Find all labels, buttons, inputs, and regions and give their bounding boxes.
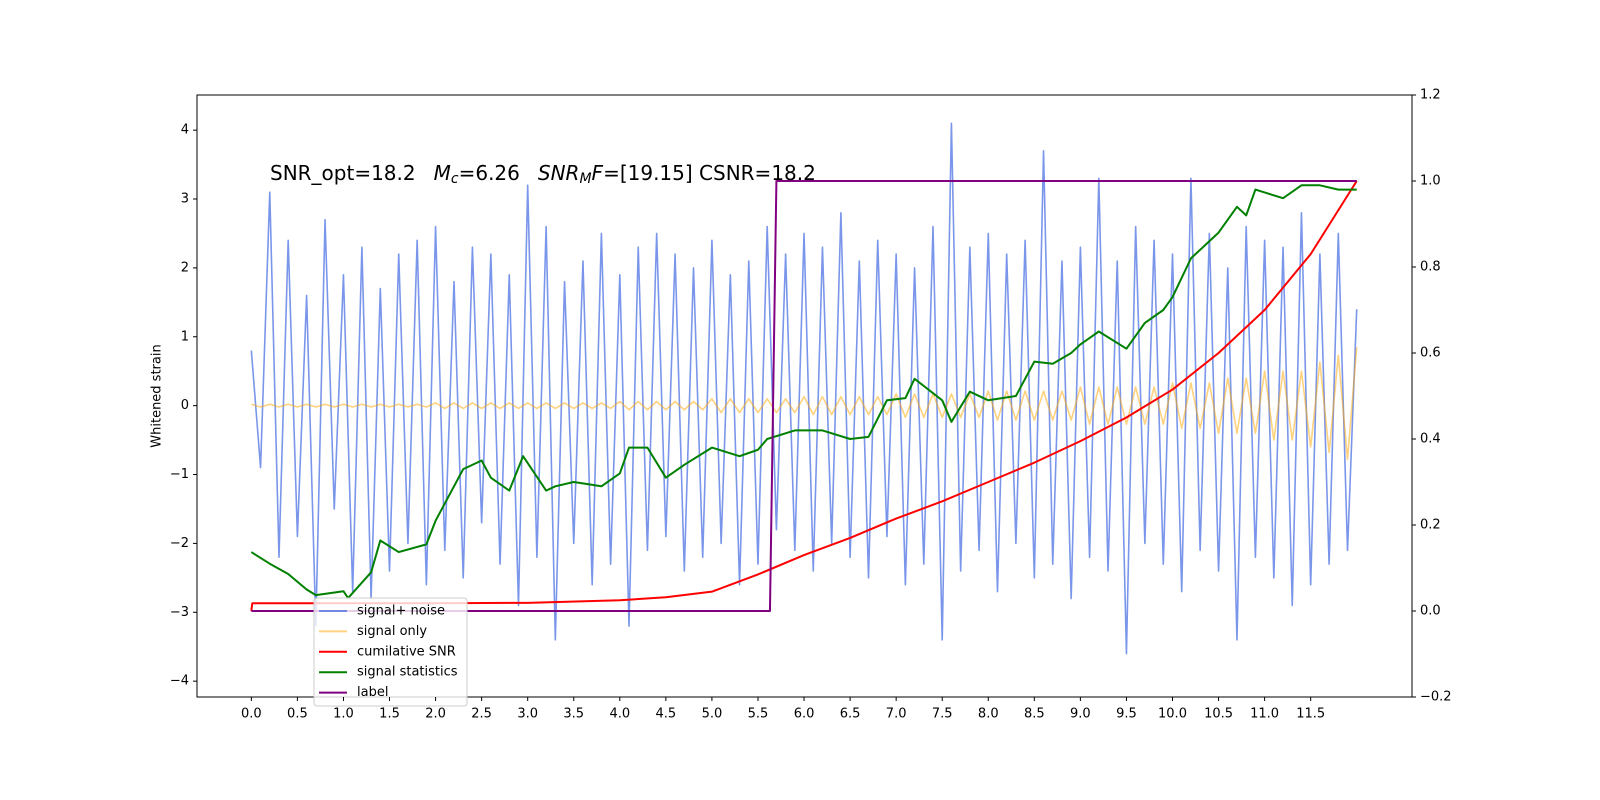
y2-tick-label: 0.2	[1420, 518, 1441, 533]
annotation-part: =[19.15] CSNR=18.2	[603, 161, 816, 185]
legend-label: cumilative SNR	[357, 644, 456, 659]
x-tick-label: 4.0	[609, 707, 630, 722]
legend-label: label	[357, 685, 388, 700]
annotation-part: SNR	[538, 161, 580, 185]
plot-area	[250, 122, 1358, 655]
x-tick-label: 1.5	[379, 707, 400, 722]
y2-tick-label: 1.2	[1420, 88, 1441, 103]
x-tick-label: 0.0	[241, 707, 262, 722]
y-axis-label: Whitened strain	[150, 344, 165, 447]
series-line	[250, 122, 1358, 655]
x-tick-label: 8.0	[978, 707, 999, 722]
x-tick-label: 5.5	[748, 707, 769, 722]
y2-tick-label: 0.8	[1420, 260, 1441, 275]
annotation-part: =6.26	[459, 161, 520, 185]
annotation: SNR_opt=18.2 Mc=6.26 SNRMF=[19.15] CSNR=18…	[270, 161, 816, 188]
y-tick-label: −3	[170, 605, 189, 620]
y2-tick-label: −0.2	[1420, 690, 1452, 705]
x-tick-label: 9.0	[1070, 707, 1091, 722]
series-line	[251, 347, 1358, 461]
annotation-part: M	[434, 161, 451, 185]
x-tick-label: 6.0	[794, 707, 815, 722]
y-tick-label: 4	[181, 123, 189, 138]
y-tick-label: −2	[170, 536, 189, 551]
x-tick-label: 10.0	[1158, 707, 1187, 722]
y-tick-label: −1	[170, 467, 189, 482]
y2-tick-label: 0.6	[1420, 346, 1441, 361]
annotation-part: c	[451, 171, 459, 187]
series-line	[251, 180, 1357, 612]
x-tick-label: 3.5	[563, 707, 584, 722]
x-tick-label: 4.5	[656, 707, 677, 722]
y-tick-label: 0	[181, 398, 189, 413]
x-tick-label: 10.5	[1204, 707, 1233, 722]
legend: signal+ noise signal only cumilative SNR si…	[313, 597, 468, 707]
x-tick-label: 2.5	[471, 707, 492, 722]
legend-label: signal statistics	[357, 665, 458, 680]
x-tick-label: 1.0	[333, 707, 354, 722]
x-tick-label: 8.5	[1024, 707, 1045, 722]
annotation-part: SNR_opt=18.2	[270, 161, 416, 185]
x-tick-label: 11.0	[1250, 707, 1279, 722]
annotation-part: M	[579, 171, 591, 187]
series-line	[250, 184, 1357, 600]
x-tick-label: 6.5	[840, 707, 861, 722]
x-tick-label: 9.5	[1116, 707, 1137, 722]
legend-label: signal+ noise	[357, 604, 445, 619]
y2-tick-label: 1.0	[1420, 174, 1441, 189]
x-tick-label: 0.5	[287, 707, 308, 722]
x-tick-label: 7.0	[886, 707, 907, 722]
y2-tick-label: 0.0	[1420, 604, 1441, 619]
legend-label: signal only	[357, 624, 427, 639]
x-tick-label: 2.0	[425, 707, 446, 722]
legend-box	[313, 597, 468, 707]
y-tick-label: 2	[181, 260, 189, 275]
y-tick-label: −4	[170, 674, 189, 689]
x-tick-label: 7.5	[932, 707, 953, 722]
x-tick-label: 11.5	[1296, 707, 1325, 722]
y-tick-label: 3	[181, 192, 189, 207]
y-tick-label: 1	[181, 329, 189, 344]
x-tick-label: 5.0	[702, 707, 723, 722]
y2-tick-label: 0.4	[1420, 432, 1441, 447]
annotation-part: F	[592, 161, 604, 185]
x-tick-label: 3.0	[517, 707, 538, 722]
